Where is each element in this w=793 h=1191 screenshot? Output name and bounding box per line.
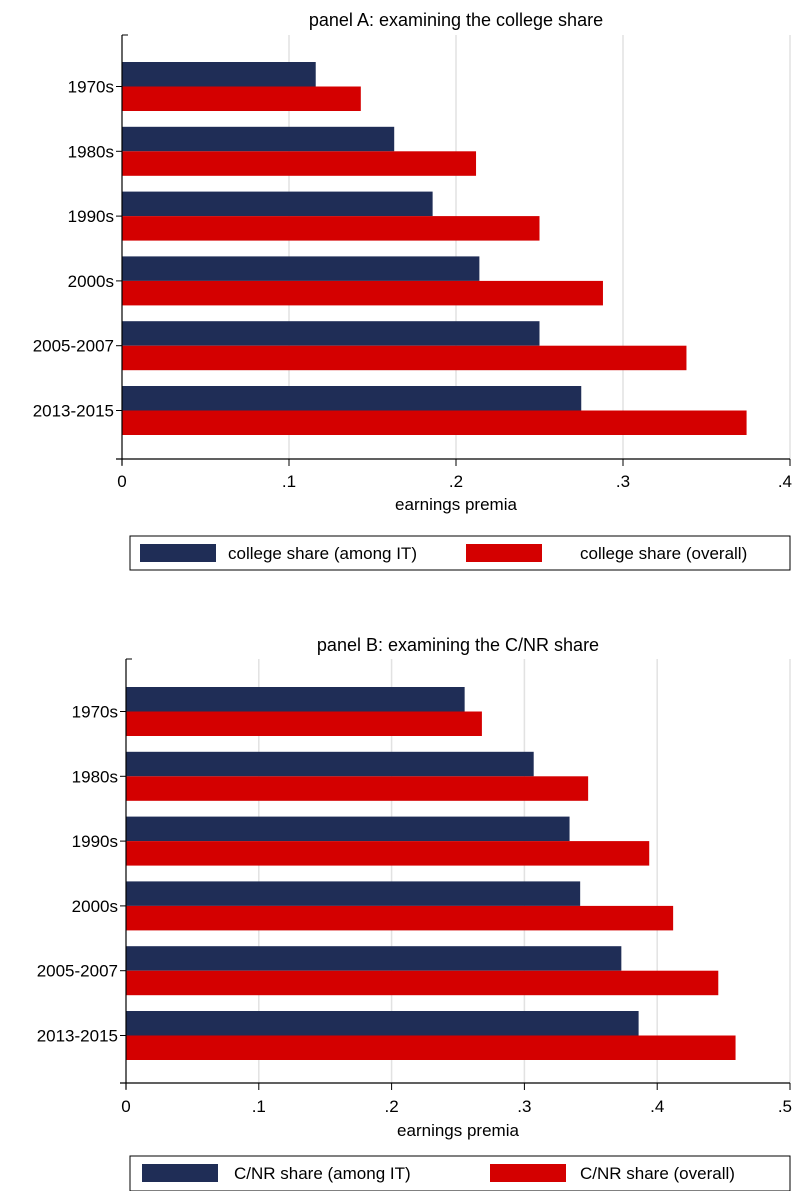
legend-label: C/NR share (overall) <box>580 1164 735 1183</box>
bar-overall <box>126 1035 736 1060</box>
legend: C/NR share (among IT) C/NR share (overall… <box>129 1155 791 1191</box>
bar-among-it <box>126 1011 639 1036</box>
legend-label: C/NR share (among IT) <box>234 1164 411 1183</box>
x-tick-label: .3 <box>517 1097 531 1116</box>
bar-among-it <box>126 946 622 971</box>
bar-overall <box>122 410 747 435</box>
x-tick-label: .1 <box>252 1097 266 1116</box>
bar-overall <box>126 776 589 801</box>
category-label: 2005-2007 <box>37 962 118 981</box>
x-tick-label: .5 <box>778 1097 792 1116</box>
x-axis-label: earnings premia <box>397 1121 519 1140</box>
legend-label: college share (overall) <box>580 544 747 563</box>
chart-panel-b: panel B: examining the C/NR share 1970s 19… <box>37 635 792 1191</box>
category-label: 1970s <box>68 78 114 97</box>
bar-overall <box>126 841 650 866</box>
legend-label: college share (among IT) <box>228 544 417 563</box>
bar-among-it <box>126 751 534 777</box>
legend-swatch <box>490 1164 566 1182</box>
bar-among-it <box>122 321 540 346</box>
category-label: 2000s <box>68 272 114 291</box>
legend-box <box>129 535 791 571</box>
bar-overall <box>126 711 482 736</box>
category-label: 2013-2015 <box>37 1027 118 1046</box>
bar-among-it <box>122 62 316 87</box>
category-label: 1990s <box>68 207 114 226</box>
bar-among-it <box>126 687 465 712</box>
x-tick-label: .4 <box>778 472 792 491</box>
bar-overall <box>122 280 603 306</box>
bar-among-it <box>122 126 395 152</box>
chart-title: panel B: examining the C/NR share <box>317 635 599 655</box>
category-label: 1970s <box>72 703 118 722</box>
chart-title: panel A: examining the college share <box>309 10 603 30</box>
bar-overall <box>126 970 719 996</box>
x-tick-label: 0 <box>117 472 126 491</box>
category-label: 1980s <box>72 767 118 786</box>
x-tick-label: 0 <box>121 1097 130 1116</box>
bar-overall <box>122 86 361 111</box>
category-label: 1980s <box>68 142 114 161</box>
bar-among-it <box>122 191 433 217</box>
category-label: 1990s <box>72 832 118 851</box>
bar-among-it <box>126 881 581 906</box>
bar-among-it <box>122 256 480 281</box>
legend-box <box>129 1155 791 1191</box>
bar-overall <box>122 345 687 371</box>
x-tick-label: .3 <box>616 472 630 491</box>
x-tick-label: .1 <box>282 472 296 491</box>
category-label: 2000s <box>72 897 118 916</box>
category-label: 2013-2015 <box>33 402 114 421</box>
x-tick-label: .2 <box>385 1097 399 1116</box>
x-tick-label: .4 <box>650 1097 664 1116</box>
bar-overall <box>122 151 477 176</box>
legend: college share (among IT) college share (o… <box>129 535 791 571</box>
legend-swatch <box>140 544 216 562</box>
bar-among-it <box>122 386 582 411</box>
bar-overall <box>122 216 540 241</box>
x-tick-label: .2 <box>449 472 463 491</box>
bar-among-it <box>126 816 570 842</box>
category-label: 2005-2007 <box>33 337 114 356</box>
x-axis-label: earnings premia <box>395 495 517 514</box>
legend-swatch <box>142 1164 218 1182</box>
bar-overall <box>126 905 674 931</box>
chart-panel-a: panel A: examining the college share 1970… <box>33 10 792 571</box>
legend-swatch <box>466 544 542 562</box>
